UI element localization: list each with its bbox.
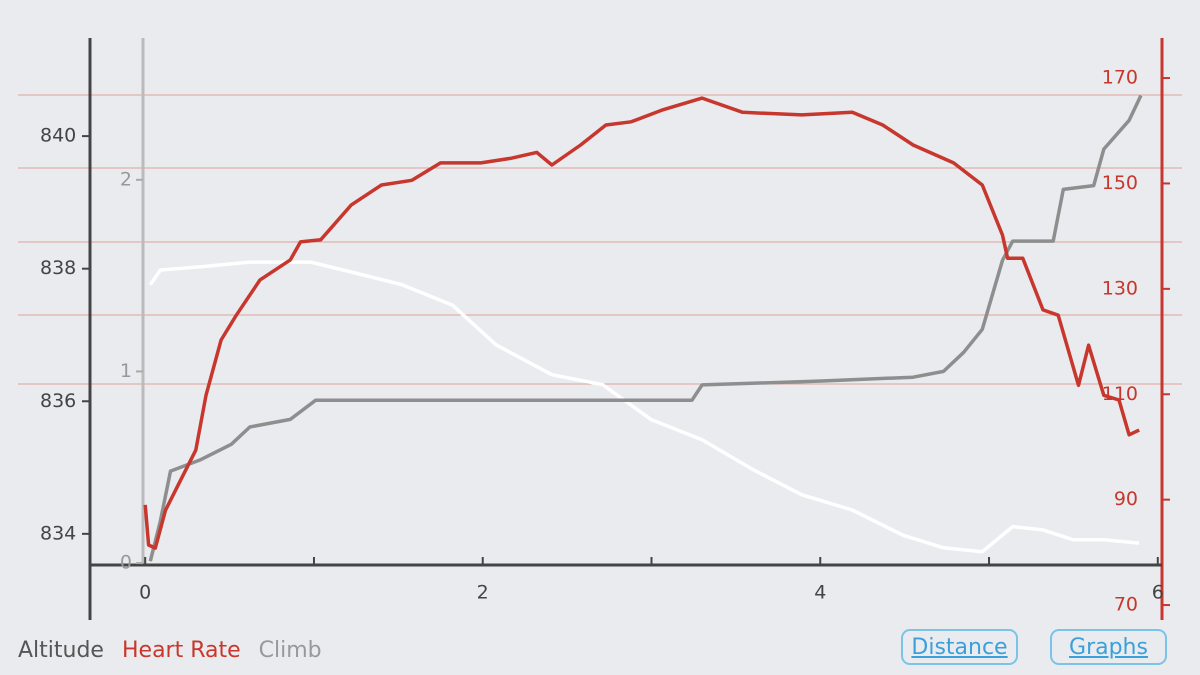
legend-item: Climb [258, 638, 322, 663]
x-tick-label: 6 [1152, 582, 1164, 604]
y-tick-label: 834 [40, 522, 76, 544]
y2-tick-label: 90 [1114, 488, 1138, 510]
y2-tick-label: 170 [1102, 67, 1138, 89]
x-tick-label: 2 [477, 582, 489, 604]
distance-button[interactable]: Distance [901, 629, 1018, 665]
guide-lines [18, 94, 1182, 385]
legend: Altitude Heart Rate Climb [18, 638, 322, 663]
y-tick-label: 840 [40, 125, 76, 147]
y-tick-label: 838 [40, 257, 76, 279]
legend-item: Heart Rate [121, 638, 241, 663]
series-line [143, 96, 1140, 550]
y-tick-label: 836 [40, 390, 76, 412]
climb-tick-label: 2 [120, 168, 132, 190]
y2-tick-label: 150 [1102, 172, 1138, 194]
series-line [148, 94, 1143, 562]
x-tick-label: 0 [139, 582, 151, 604]
series-line [148, 260, 1140, 554]
climb-tick-label: 1 [120, 360, 132, 382]
graphs-button[interactable]: Graphs [1050, 629, 1167, 665]
x-tick-label: 4 [814, 582, 826, 604]
legend-item: Altitude [18, 638, 104, 663]
climb-tick-label: 0 [120, 552, 132, 574]
y2-tick-label: 70 [1114, 594, 1138, 616]
y2-tick-label: 130 [1102, 277, 1138, 299]
